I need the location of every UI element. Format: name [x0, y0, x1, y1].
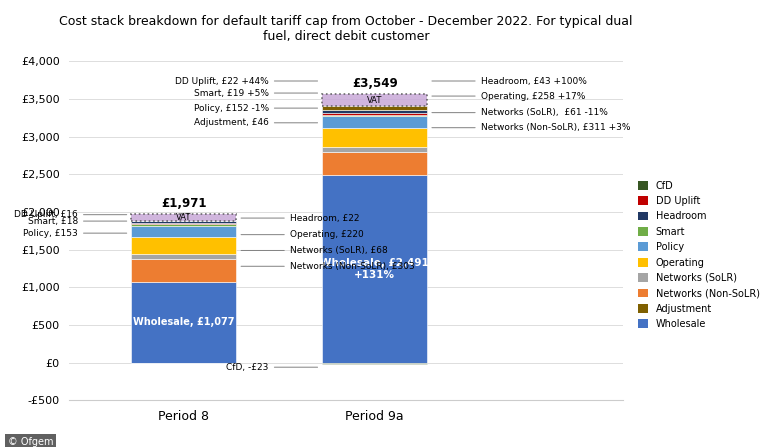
Bar: [322, 113, 427, 115]
Bar: [322, 128, 427, 147]
Text: Networks (SoLR),  £61 -11%: Networks (SoLR), £61 -11%: [432, 108, 608, 117]
Text: Wholesale, £2,491
+131%: Wholesale, £2,491 +131%: [321, 258, 429, 280]
Text: £1,971: £1,971: [161, 198, 207, 211]
Bar: [322, 363, 427, 364]
Text: CfD, -£23: CfD, -£23: [226, 363, 317, 372]
Title: Cost stack breakdown for default tariff cap from October - December 2022. For ty: Cost stack breakdown for default tariff …: [59, 15, 633, 43]
Text: © Ofgem: © Ofgem: [8, 437, 53, 447]
Bar: [322, 115, 427, 116]
Bar: [322, 106, 427, 110]
Text: Operating, £220: Operating, £220: [241, 230, 363, 239]
Text: Headroom, £43 +100%: Headroom, £43 +100%: [432, 76, 587, 85]
Text: Smart, £19 +5%: Smart, £19 +5%: [193, 89, 317, 97]
Bar: [131, 214, 236, 221]
Bar: [322, 175, 427, 363]
Legend: CfD, DD Uplift, Headroom, Smart, Policy, Operating, Networks (SoLR), Networks (N: CfD, DD Uplift, Headroom, Smart, Policy,…: [633, 176, 764, 334]
Bar: [131, 237, 236, 253]
Bar: [131, 221, 236, 223]
Bar: [322, 152, 427, 175]
Text: Networks (Non-SoLR), £311 +3%: Networks (Non-SoLR), £311 +3%: [432, 123, 630, 132]
Text: VAT: VAT: [367, 96, 382, 105]
Bar: [131, 223, 236, 224]
Bar: [131, 224, 236, 226]
Bar: [322, 94, 427, 106]
Text: Policy, £152 -1%: Policy, £152 -1%: [193, 104, 317, 113]
Text: Smart, £18: Smart, £18: [28, 217, 126, 226]
Text: Adjustment, £46: Adjustment, £46: [194, 118, 317, 127]
Bar: [131, 282, 236, 363]
Text: Networks (SoLR), £68: Networks (SoLR), £68: [241, 246, 388, 255]
Bar: [131, 253, 236, 259]
Text: Policy, £153: Policy, £153: [23, 228, 126, 238]
Bar: [131, 259, 236, 282]
Bar: [322, 116, 427, 128]
Text: Wholesale, £1,077: Wholesale, £1,077: [133, 317, 235, 327]
Text: Headroom, £22: Headroom, £22: [241, 214, 360, 223]
Text: VAT: VAT: [176, 213, 192, 222]
Bar: [322, 110, 427, 113]
Text: Operating, £258 +17%: Operating, £258 +17%: [432, 92, 585, 101]
Bar: [131, 226, 236, 237]
Text: DD Uplift, £22 +44%: DD Uplift, £22 +44%: [175, 76, 317, 85]
Text: DD Uplift, £16: DD Uplift, £16: [14, 210, 126, 219]
Text: Networks (Non-SoLR), £303: Networks (Non-SoLR), £303: [241, 262, 414, 271]
Bar: [322, 147, 427, 152]
Text: £3,549: £3,549: [352, 77, 398, 90]
